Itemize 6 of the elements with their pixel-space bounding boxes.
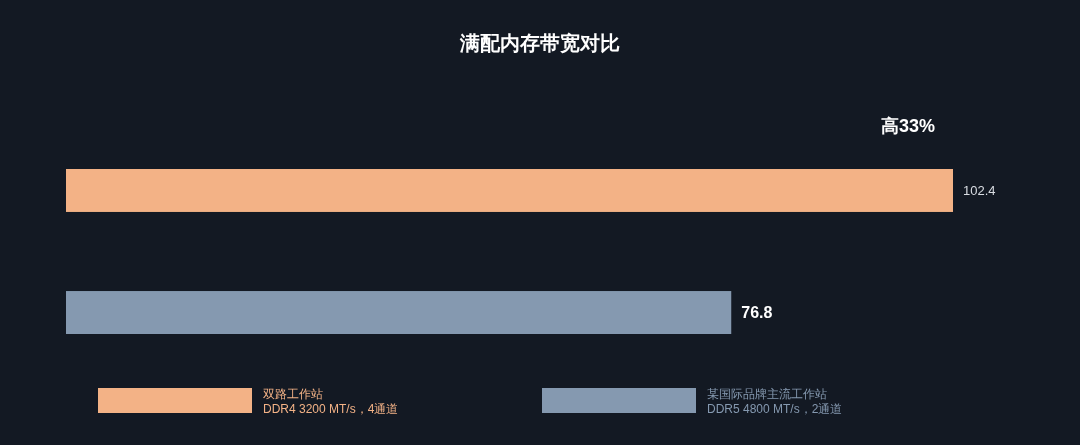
data-label: 102.4 (963, 183, 996, 199)
chart-title: 满配内存带宽对比 (459, 32, 620, 54)
text: 某国际品牌主流工作站 DDR5 4800 MT/s，2通道 (707, 387, 843, 416)
data-label: 76.8 (741, 304, 773, 322)
annotation: 高33% (880, 116, 935, 136)
text: 双路工作站 DDR4 3200 MT/s，4通道 (263, 387, 399, 416)
